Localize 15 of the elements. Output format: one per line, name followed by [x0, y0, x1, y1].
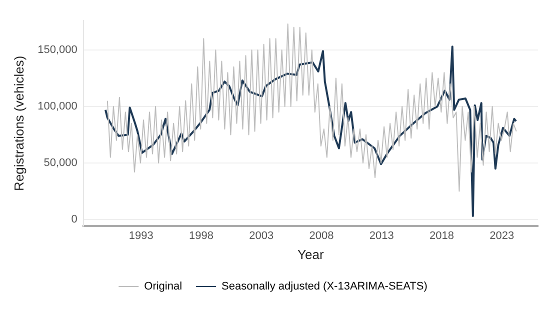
- y-tick-label: 150,000: [38, 44, 78, 56]
- y-tick-label: 0: [71, 213, 78, 226]
- y-tick-label: 50,000: [44, 156, 78, 169]
- x-tick-label: 2023: [490, 230, 514, 242]
- legend-label: Seasonally adjusted (X-13ARIMA-SEATS): [222, 280, 428, 293]
- legend-label: Original: [144, 280, 182, 293]
- x-tick-label: 1998: [188, 230, 214, 242]
- x-tick-label: 2018: [430, 230, 454, 242]
- x-tick-label: 2003: [249, 230, 274, 242]
- x-tick-label: 2008: [309, 230, 334, 242]
- x-tick-label: 1993: [128, 230, 154, 242]
- x-tick-label: 2013: [369, 230, 394, 242]
- x-axis-title: Year: [298, 246, 324, 262]
- y-tick-label: 100,000: [38, 100, 78, 112]
- y-axis-title: Registrations (vehicles): [11, 56, 26, 191]
